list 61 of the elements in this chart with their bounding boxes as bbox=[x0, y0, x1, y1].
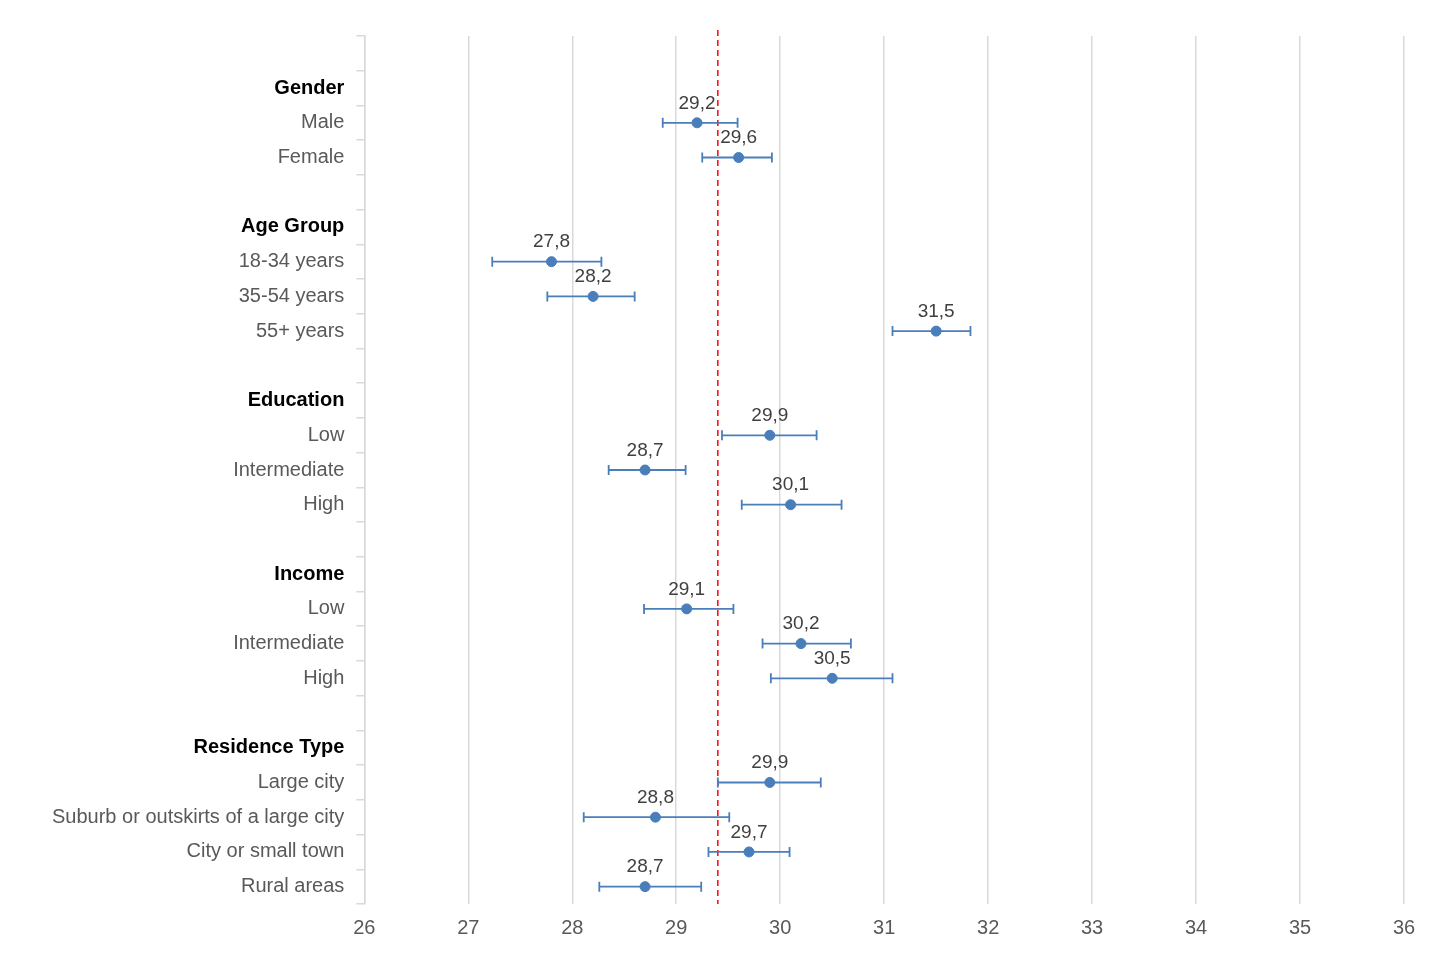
y-tick-label: High bbox=[303, 492, 345, 515]
data-label: 28,8 bbox=[636, 785, 674, 807]
data-label: 29,9 bbox=[751, 751, 789, 773]
data-label: 30,5 bbox=[813, 647, 851, 669]
point bbox=[826, 672, 838, 684]
x-tick-label: 30 bbox=[769, 915, 792, 938]
y-tick-label: Male bbox=[300, 110, 345, 133]
y-tick-label: Suburb or outskirts of a large city bbox=[51, 804, 345, 827]
y-tick-label: Intermediate bbox=[233, 631, 345, 654]
point bbox=[587, 290, 599, 302]
x-tick-label: 29 bbox=[665, 915, 688, 938]
point bbox=[743, 846, 755, 858]
y-tick-label: Intermediate bbox=[233, 457, 345, 480]
point bbox=[733, 152, 745, 164]
x-tick-label: 36 bbox=[1392, 915, 1416, 938]
y-tick-label: Gender bbox=[274, 75, 345, 98]
data-label: 29,6 bbox=[720, 126, 758, 148]
data-label: 31,5 bbox=[917, 299, 955, 321]
y-tick-label: Rural areas bbox=[240, 874, 345, 897]
data-label: 28,7 bbox=[626, 438, 664, 460]
y-tick-label: High bbox=[303, 665, 345, 688]
data-label: 29,1 bbox=[668, 577, 706, 599]
data-label: 27,8 bbox=[533, 230, 570, 252]
data-label: 28,2 bbox=[574, 265, 612, 287]
y-tick-label: 35-54 years bbox=[238, 283, 345, 306]
x-tick-label: 26 bbox=[353, 915, 376, 938]
y-tick-label: City or small town bbox=[186, 839, 345, 862]
data-label: 30,1 bbox=[772, 473, 810, 495]
y-tick-label: Large city bbox=[257, 770, 345, 792]
y-tick-label: Female bbox=[277, 145, 345, 168]
point bbox=[681, 603, 693, 615]
point bbox=[795, 638, 807, 650]
x-tick-label: 28 bbox=[561, 915, 584, 938]
point bbox=[691, 117, 703, 129]
x-tick-label: 32 bbox=[977, 915, 1000, 938]
point bbox=[545, 256, 557, 268]
x-tick-label: 31 bbox=[873, 915, 896, 938]
data-label: 29,9 bbox=[751, 404, 789, 426]
x-tick-label: 27 bbox=[457, 915, 480, 938]
y-tick-label: Low bbox=[307, 596, 345, 619]
point bbox=[785, 499, 797, 511]
point bbox=[639, 881, 651, 893]
y-tick-label: Low bbox=[307, 422, 345, 445]
data-label: 28,7 bbox=[626, 855, 664, 877]
y-tick-label: 55+ years bbox=[255, 318, 345, 341]
point bbox=[649, 811, 661, 823]
point bbox=[764, 429, 776, 441]
point bbox=[764, 776, 776, 788]
y-tick-label: Income bbox=[274, 561, 345, 584]
point bbox=[930, 325, 942, 337]
y-tick-label: Age Group bbox=[241, 214, 345, 237]
data-label: 29,7 bbox=[730, 820, 768, 842]
point bbox=[639, 464, 651, 476]
data-label: 30,2 bbox=[782, 612, 820, 634]
x-tick-label: 35 bbox=[1288, 915, 1312, 938]
y-tick-label: Residence Type bbox=[193, 735, 345, 758]
x-tick-label: 33 bbox=[1080, 915, 1104, 938]
y-tick-label: Education bbox=[247, 388, 345, 411]
data-label: 29,2 bbox=[678, 91, 716, 113]
x-tick-label: 34 bbox=[1184, 915, 1208, 938]
y-tick-label: 18-34 years bbox=[238, 249, 345, 272]
